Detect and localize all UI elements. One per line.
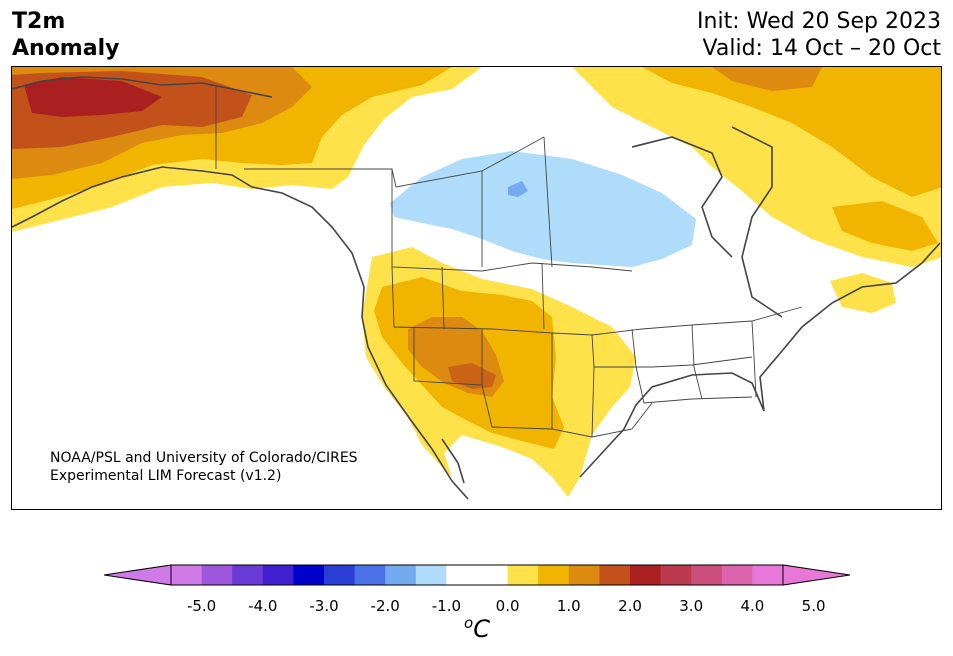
anomaly-darkorange-southwest bbox=[448, 363, 496, 389]
colorbar-tick-label: 5.0 bbox=[801, 597, 826, 615]
colorbar-under-triangle bbox=[104, 564, 172, 586]
colorbar-cell bbox=[599, 565, 631, 585]
colorbar-cell bbox=[691, 565, 723, 585]
credit-text: NOAA/PSL and University of Colorado/CIRE… bbox=[50, 449, 358, 485]
colorbar-tick-label: 4.0 bbox=[740, 597, 765, 615]
colorbar-tick-label: 2.0 bbox=[618, 597, 642, 615]
colorbar-cell bbox=[660, 565, 692, 585]
anomaly-map: NOAA/PSL and University of Colorado/CIRE… bbox=[11, 66, 942, 510]
colorbar-over-triangle bbox=[782, 564, 850, 586]
colorbar-tick-label: 1.0 bbox=[556, 597, 581, 615]
anomaly-gold-northeast bbox=[642, 67, 941, 197]
colorbar-tick-label: -2.0 bbox=[370, 597, 400, 615]
degree-symbol: o bbox=[464, 614, 474, 632]
colorbar-cell bbox=[507, 565, 539, 585]
valid-date: Valid: 14 Oct – 20 Oct bbox=[702, 36, 941, 61]
credit-line-2: Experimental LIM Forecast (v1.2) bbox=[50, 468, 282, 484]
colorbar-tick-label: 0.0 bbox=[495, 597, 520, 615]
unit-letter: C bbox=[473, 615, 490, 643]
anomaly-red-northwest bbox=[24, 77, 162, 117]
colorbar-unit: oC bbox=[464, 614, 490, 643]
anomaly-yellow-nova-scotia bbox=[830, 273, 896, 313]
colorbar-cell bbox=[630, 565, 662, 585]
colorbar-cell bbox=[171, 565, 203, 585]
anomaly-gold-labrador bbox=[832, 201, 938, 251]
colorbar-cell bbox=[538, 565, 570, 585]
anomaly-blue-spot bbox=[508, 181, 528, 197]
title-line-1: T2m bbox=[12, 9, 66, 34]
colorbar-border bbox=[170, 564, 784, 586]
map-title: T2m Anomaly bbox=[12, 8, 119, 62]
colorbar-cell bbox=[293, 565, 325, 585]
colorbar-tick-label: -4.0 bbox=[248, 597, 278, 615]
colorbar-cell bbox=[477, 565, 509, 585]
colorbar-cell bbox=[262, 565, 294, 585]
coastlines bbox=[12, 76, 941, 500]
colorbar-tick-label: -1.0 bbox=[431, 597, 462, 615]
colorbar-cell bbox=[385, 565, 417, 585]
colorbar-cell bbox=[354, 565, 386, 585]
colorbar-tick-label: -3.0 bbox=[309, 597, 339, 615]
colorbar-cell bbox=[201, 565, 233, 585]
colorbar-cell bbox=[721, 565, 753, 585]
colorbar-tick-label: 3.0 bbox=[679, 597, 704, 615]
credit-line-1: NOAA/PSL and University of Colorado/CIRE… bbox=[50, 450, 358, 466]
colorbar-cell bbox=[324, 565, 356, 585]
colorbar-tick-label: -5.0 bbox=[186, 597, 217, 615]
init-date: Init: Wed 20 Sep 2023 bbox=[697, 9, 941, 34]
colorbar-cell bbox=[752, 565, 784, 585]
forecast-dates: Init: Wed 20 Sep 2023 Valid: 14 Oct – 20… bbox=[697, 8, 941, 62]
colorbar-cell bbox=[568, 565, 600, 585]
anomaly-orange-northeast bbox=[712, 67, 822, 91]
colorbar-cell bbox=[415, 565, 447, 585]
colorbar-cell bbox=[232, 565, 264, 585]
colorbar-cell bbox=[446, 565, 478, 585]
anomaly-lightblue-central bbox=[390, 151, 696, 267]
political-borders bbox=[215, 87, 803, 438]
title-line-2: Anomaly bbox=[12, 36, 120, 61]
colorbar bbox=[104, 564, 850, 586]
map-svg bbox=[12, 67, 941, 500]
